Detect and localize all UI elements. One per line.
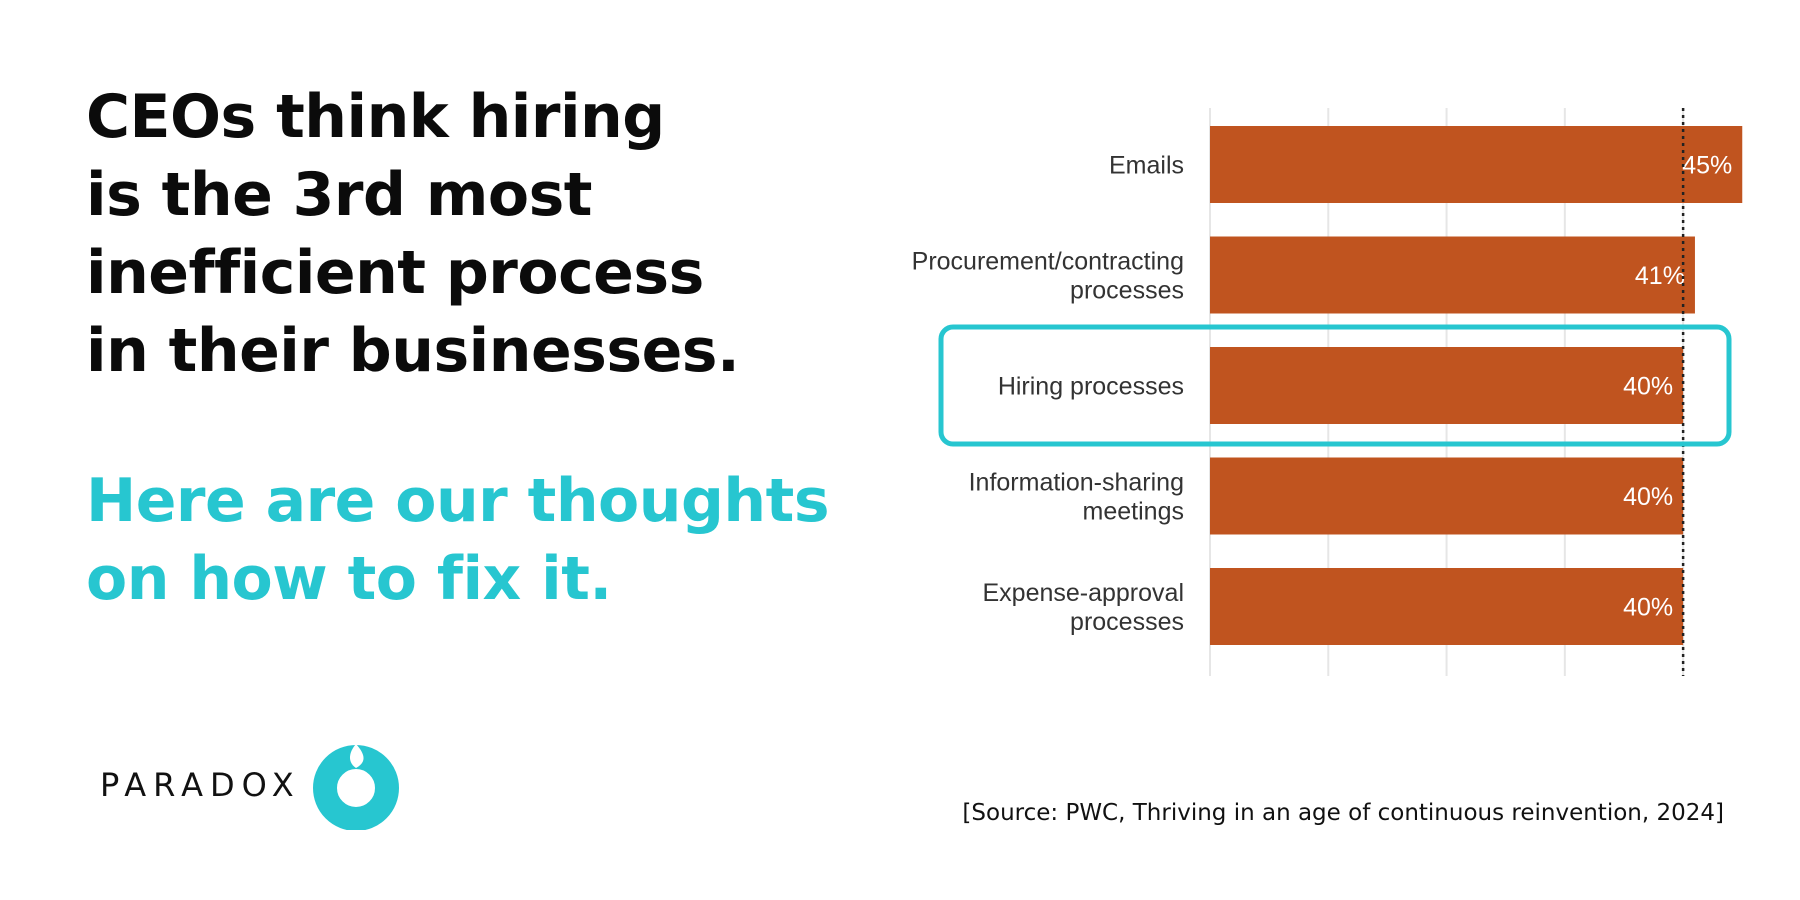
source-citation: [Source: PWC, Thriving in an age of cont… — [962, 800, 1724, 826]
bar — [1210, 568, 1684, 645]
category-label: Procurement/contracting — [912, 248, 1184, 276]
value-label: 40% — [1623, 483, 1673, 511]
category-label: meetings — [1083, 498, 1184, 526]
paradox-logo: PARADOX — [100, 740, 401, 830]
bar — [1210, 236, 1695, 314]
subhead-line-2: on how to fix it. — [86, 544, 612, 614]
logo-wordmark: PARADOX — [100, 766, 301, 804]
subhead: Here are our thoughts on how to fix it. — [86, 462, 846, 618]
headline-line-2: is the 3rd most — [86, 160, 592, 230]
headline-line-1: CEOs think hiring — [86, 82, 665, 152]
category-label: processes — [1070, 277, 1184, 305]
category-label: Emails — [1109, 152, 1184, 180]
bar — [1210, 126, 1743, 203]
bar — [1210, 457, 1684, 535]
value-label: 40% — [1623, 594, 1673, 622]
bar — [1210, 347, 1684, 424]
headline: CEOs think hiring is the 3rd most ineffi… — [86, 78, 846, 390]
category-label: processes — [1070, 608, 1184, 636]
headline-line-3: inefficient process — [86, 238, 704, 308]
logo-droplet-icon — [312, 744, 399, 830]
value-label: 45% — [1682, 152, 1732, 180]
category-label: Information-sharing — [969, 469, 1184, 497]
value-label: 40% — [1623, 373, 1673, 401]
highlight-box — [938, 324, 1732, 447]
headline-line-4: in their businesses. — [86, 316, 740, 386]
category-label: Hiring processes — [998, 373, 1184, 401]
category-label: Expense-approval — [982, 579, 1184, 607]
subhead-line-1: Here are our thoughts — [86, 466, 830, 536]
value-label: 41% — [1635, 262, 1685, 290]
bar-chart: 45%Emails41%Procurement/contractingproce… — [912, 108, 1743, 676]
